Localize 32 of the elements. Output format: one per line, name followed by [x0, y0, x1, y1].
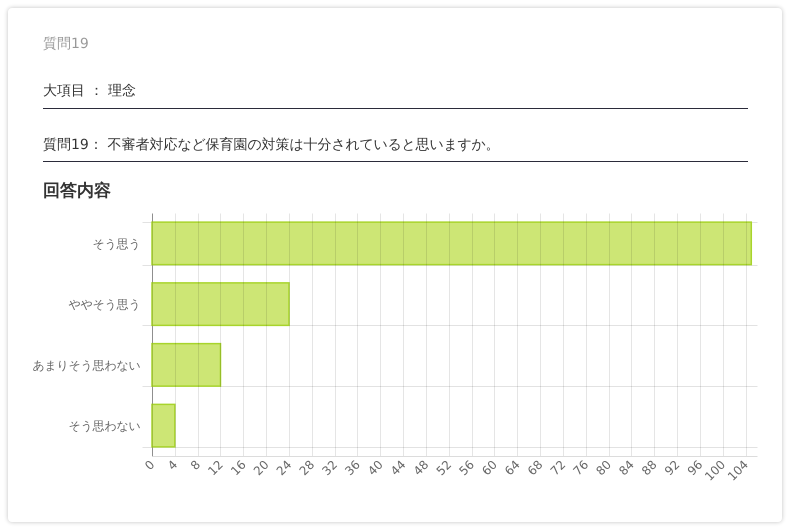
x-tick-label: 0: [142, 458, 158, 473]
x-tick-label: 44: [388, 458, 409, 478]
text: 質問19: [43, 35, 90, 53]
x-tick-label: 12: [205, 458, 226, 478]
x-tick-label: 24: [274, 458, 294, 478]
x-tick-label: 8: [188, 458, 204, 473]
y-tick-label: ややそう思う: [68, 298, 140, 312]
y-tick-label: そう思わない: [68, 419, 140, 434]
x-tick-label: 56: [456, 458, 478, 478]
x-tick-label: 36: [342, 458, 363, 478]
x-tick-label: 64: [502, 458, 523, 478]
chart-title: 回答内容: [43, 181, 111, 201]
x-tick-label: 68: [524, 458, 546, 478]
x-tick-label: 88: [639, 458, 660, 478]
text: 大項目 ： 理念: [43, 82, 748, 109]
x-tick-label: 92: [662, 458, 683, 478]
x-tick-label: 52: [434, 458, 454, 478]
x-tick-label: 4: [164, 458, 180, 473]
x-tick-label: 60: [479, 458, 500, 478]
x-tick-label: 84: [616, 458, 637, 478]
y-tick-label: あまりそう思わない: [32, 358, 140, 372]
x-tick-label: 20: [250, 458, 272, 478]
x-tick-label: 28: [296, 458, 318, 478]
x-tick-label: 72: [548, 458, 568, 478]
x-tick-label: 16: [228, 458, 249, 478]
x-tick-label: 32: [319, 458, 340, 478]
y-tick-label: そう思う: [92, 236, 140, 251]
x-tick-label: 80: [593, 458, 614, 478]
x-tick-label: 40: [365, 458, 386, 478]
text: 質問19： 不審者対応など保育園の対策は十分されていると思いますか。: [43, 136, 748, 162]
x-tick-label: 76: [570, 458, 592, 478]
x-tick-label: 48: [410, 458, 432, 478]
